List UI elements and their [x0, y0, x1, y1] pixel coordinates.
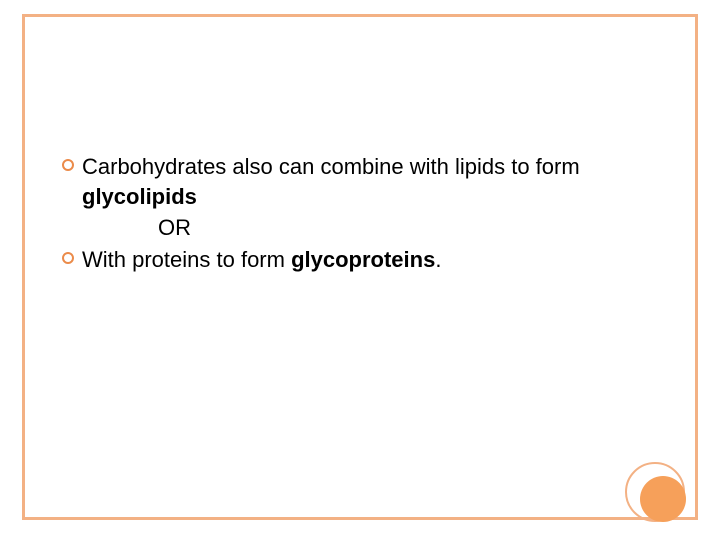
bullet-item: Carbohydrates also can combine with lipi…	[62, 152, 652, 211]
content-area: Carbohydrates also can combine with lipi…	[62, 152, 652, 277]
decor-circle-fill	[640, 476, 686, 522]
hollow-circle-bullet-icon	[62, 252, 74, 264]
hollow-circle-bullet-icon	[62, 159, 74, 171]
bullet-text: With proteins to form glycoproteins.	[82, 245, 441, 275]
slide: Carbohydrates also can combine with lipi…	[0, 0, 720, 540]
indented-line: OR	[62, 213, 652, 243]
bullet-text: Carbohydrates also can combine with lipi…	[82, 152, 652, 211]
bullet-item: With proteins to form glycoproteins.	[62, 245, 652, 275]
